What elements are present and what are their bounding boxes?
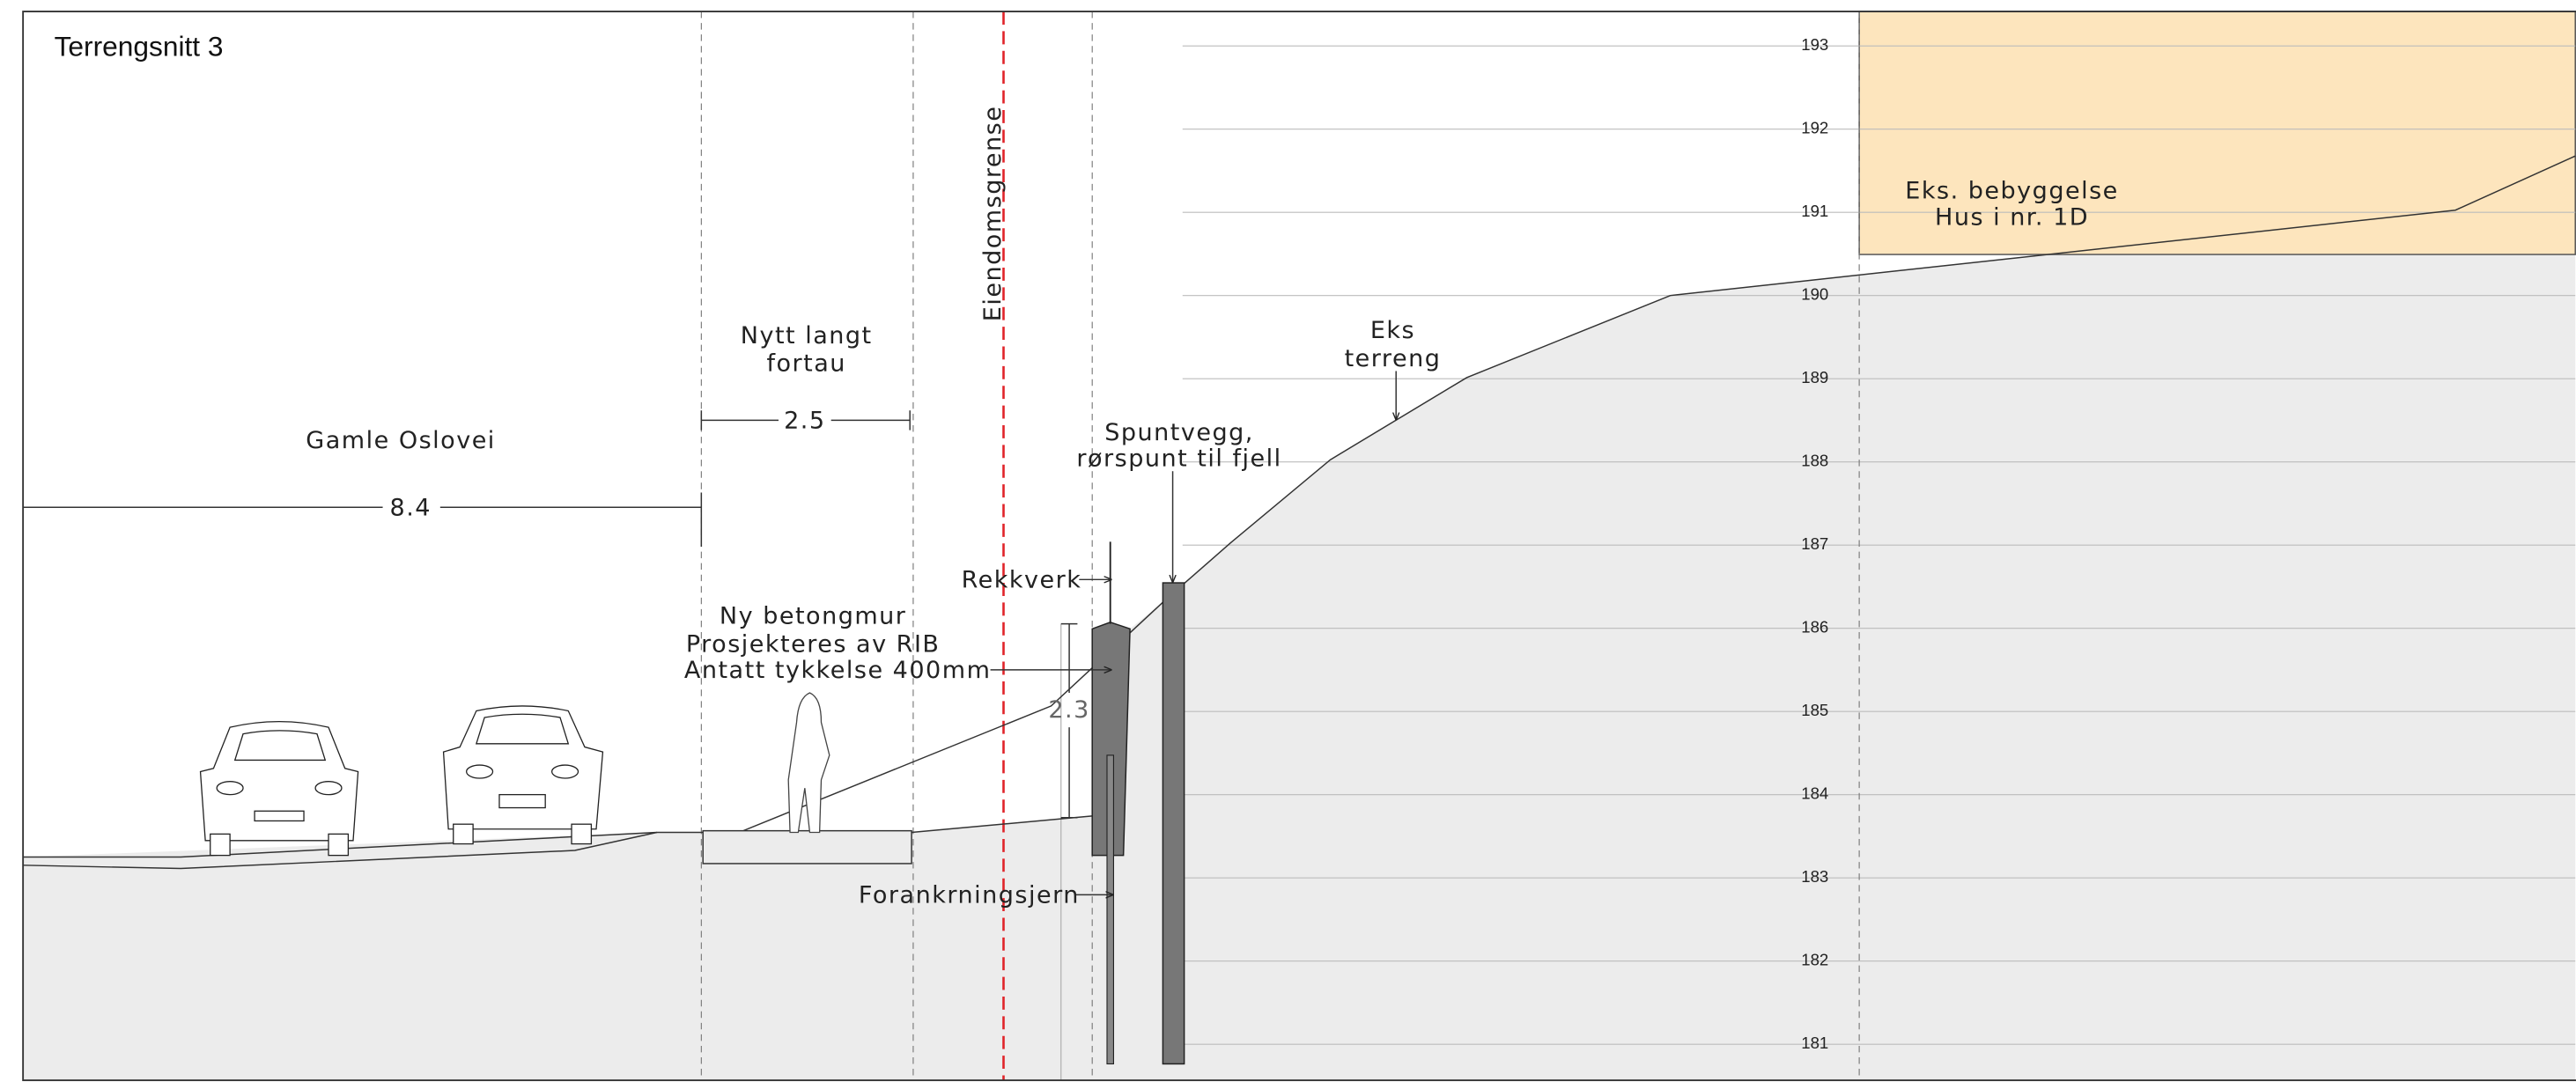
anchor-rod	[1106, 754, 1115, 1065]
terrain-label: terreng	[1345, 345, 1442, 372]
elevation-label: 186	[1801, 618, 1828, 636]
sheet-pile-label: rørspunt til fjell	[1076, 445, 1281, 473]
dimension-label: 2.5	[784, 408, 825, 435]
drawing-title: Terrengsnitt 3	[55, 30, 224, 62]
leader-arrows	[990, 371, 1397, 894]
road-base	[23, 831, 658, 870]
dimension-label: 8.4	[390, 495, 432, 522]
elevation-label: 192	[1801, 119, 1828, 137]
terrain-label: Eks	[1370, 317, 1415, 344]
elevation-label: 187	[1801, 534, 1828, 553]
elevation-label: 182	[1801, 951, 1828, 969]
railing-label: Rekkverk	[962, 567, 1082, 594]
dimension-label: 2.3	[1048, 696, 1089, 724]
sidewalk-label: Nytt langt	[741, 322, 873, 350]
reference-lines	[700, 11, 1860, 1081]
frame	[22, 11, 2576, 1082]
sidewalk	[702, 829, 912, 865]
sheet-pile	[1162, 582, 1185, 1065]
elevation-label: 193	[1801, 35, 1828, 54]
wall-label: Ny betongmur	[720, 603, 907, 630]
concrete-wall	[1091, 622, 1131, 857]
anchor-label: Forankrningsjern	[859, 882, 1080, 909]
ground	[23, 156, 2576, 1081]
elevation-label: 185	[1801, 701, 1828, 719]
elevation-label: 181	[1801, 1034, 1828, 1052]
existing-building	[1858, 11, 2576, 255]
wall-label: Prosjekteres av RIB	[686, 630, 941, 658]
elevation-label: 190	[1801, 285, 1828, 304]
sidewalk-label: fortau	[766, 350, 845, 377]
road-label: Gamle Oslovei	[306, 427, 496, 454]
person-icon	[787, 692, 830, 834]
car-icon	[199, 705, 604, 857]
wall-label: Antatt tykkelse 400mm	[684, 657, 992, 684]
building-label: Hus i nr. 1D	[1935, 203, 2089, 231]
property-line-label: Eiendomsgrense	[979, 106, 1007, 322]
dimension-lines	[23, 410, 1078, 819]
new-terrain	[911, 815, 1093, 834]
elevation-label: 191	[1801, 202, 1828, 220]
elevation-label: 184	[1801, 784, 1828, 803]
elevation-label: 189	[1801, 368, 1828, 386]
elevation-label: 188	[1801, 452, 1828, 470]
elevation-label: 183	[1801, 867, 1828, 886]
building-label: Eks. bebyggelse	[1905, 178, 2118, 205]
sheet-pile-label: Spuntvegg,	[1104, 419, 1254, 446]
